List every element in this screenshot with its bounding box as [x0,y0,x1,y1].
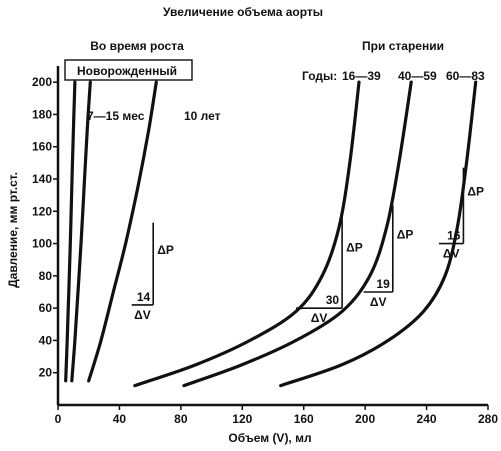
delta-p-label: ΔP [397,227,414,241]
chart-title: Увеличение объема аорты [163,5,323,19]
y-ticks: 20 40 60 80 100 120 140 160 180 200 [32,75,58,380]
y-tick-label: 60 [39,301,53,315]
series-label-7-15-months: 7—15 мес [87,109,145,123]
y-tick-label: 100 [32,237,52,251]
series-label-16-39: 16—39 [342,69,381,83]
series-line-4 [182,80,413,388]
series-line-2 [87,80,158,383]
delta-v-label: ΔV [370,295,387,309]
x-tick-label: 120 [232,412,252,426]
delta-v-value: 19 [376,277,390,291]
series-lines [64,80,478,388]
y-tick-label: 20 [39,366,53,380]
x-ticks: 0 40 80 120 160 200 240 280 [55,405,498,426]
y-axis-label: Давление, мм рт.ст. [6,172,20,288]
series-line-0 [64,80,77,383]
x-axis-label: Объем (V), мл [228,431,311,445]
x-tick-label: 280 [478,412,498,426]
delta-v-value: 14 [137,290,151,304]
y-tick-label: 120 [32,204,52,218]
aging-years-prefix: Годы: [302,69,337,83]
y-tick-label: 80 [39,269,53,283]
y-tick-label: 40 [39,333,53,347]
x-tick-label: 40 [113,412,127,426]
series-line-3 [133,80,361,388]
series-line-1 [70,80,92,383]
x-tick-label: 80 [174,412,188,426]
y-tick-label: 140 [32,172,52,186]
delta-p-label: ΔP [346,240,363,254]
delta-v-label: ΔV [134,308,151,322]
delta-v-label: ΔV [311,311,328,325]
delta-v-value: 30 [326,293,340,307]
y-tick-label: 160 [32,140,52,154]
legend-box-newborn [64,59,193,81]
x-tick-label: 240 [417,412,437,426]
y-tick-label: 180 [32,107,52,121]
series-line-5 [279,80,478,388]
x-tick-label: 160 [294,412,314,426]
series-label-60-83: 60—83 [446,69,485,83]
delta-p-label: ΔP [467,185,484,199]
series-label-newborn: Новорожденный [77,64,177,78]
growth-group-label: Во время роста [90,39,184,53]
aging-group-label: При старении [362,39,444,53]
delta-annotations: ΔP 14 ΔV ΔP 30 ΔV ΔP 19 ΔV ΔP 16 ΔV [131,167,484,325]
delta-v-value: 16 [447,229,461,243]
series-label-10-years: 10 лет [184,109,221,123]
x-tick-label: 0 [55,412,62,426]
series-label-40-59: 40—59 [398,69,437,83]
x-tick-label: 200 [355,412,375,426]
y-tick-label: 200 [32,75,52,89]
delta-p-label: ΔP [157,243,174,257]
delta-v-label: ΔV [443,247,460,261]
